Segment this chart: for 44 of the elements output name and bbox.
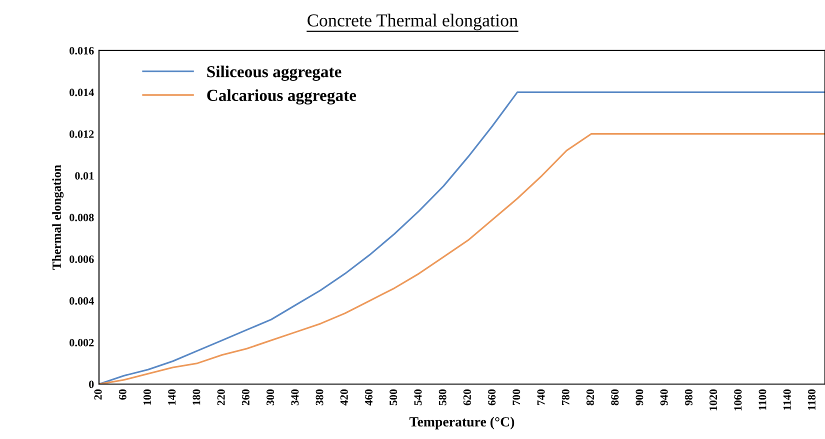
x-tick-label: 780 bbox=[562, 389, 570, 406]
x-tick-label: 1140 bbox=[783, 389, 791, 410]
x-tick-label: 180 bbox=[192, 389, 200, 405]
x-tick-label: 740 bbox=[537, 389, 545, 406]
x-tick-label: 100 bbox=[144, 389, 151, 405]
x-tick-label: 300 bbox=[266, 389, 274, 406]
x-tick-label: 980 bbox=[684, 389, 692, 406]
y-tick-label: 0 bbox=[89, 380, 94, 388]
y-tick-label: 0.016 bbox=[70, 46, 94, 54]
x-tick-label: 60 bbox=[118, 389, 126, 400]
x-tick-label: 860 bbox=[611, 389, 619, 406]
x-tick-label: 900 bbox=[636, 389, 644, 406]
y-tick-label: 0.006 bbox=[70, 255, 94, 264]
x-tick-label: 20 bbox=[94, 389, 102, 400]
y-tick-label: 0.012 bbox=[70, 130, 94, 138]
y-tick-label: 0.01 bbox=[75, 172, 94, 180]
x-tick-label: 940 bbox=[660, 389, 668, 406]
y-tick-label: 0.004 bbox=[70, 297, 94, 305]
x-tick-label: 620 bbox=[463, 389, 471, 406]
y-tick-label: 0.002 bbox=[70, 338, 94, 346]
x-tick-label: 380 bbox=[316, 389, 324, 406]
legend-label: Calcarious aggregate bbox=[207, 89, 356, 105]
y-tick-label: 0.008 bbox=[70, 214, 94, 222]
x-tick-label: 500 bbox=[390, 389, 398, 406]
x-tick-label: 540 bbox=[414, 389, 422, 406]
x-tick-label: 460 bbox=[364, 389, 372, 406]
x-tick-label: 700 bbox=[512, 389, 520, 406]
x-tick-label: 140 bbox=[168, 389, 176, 405]
x-tick-label: 220 bbox=[217, 389, 225, 406]
x-tick-label: 340 bbox=[291, 389, 299, 406]
x-tick-label: 660 bbox=[488, 389, 496, 406]
x-tick-label: 820 bbox=[586, 389, 594, 406]
legend-label: Siliceous aggregate bbox=[207, 66, 342, 81]
x-tick-label: 1180 bbox=[808, 389, 816, 410]
y-tick-label: 0.014 bbox=[70, 88, 94, 96]
x-tick-label: 1020 bbox=[710, 389, 718, 410]
x-tick-label: 580 bbox=[438, 389, 446, 406]
x-tick-label: 1060 bbox=[734, 389, 742, 410]
x-tick-label: 260 bbox=[242, 389, 250, 406]
x-tick-label: 1100 bbox=[758, 389, 766, 410]
chart-title: Concrete Thermal elongation bbox=[308, 14, 518, 30]
x-tick-label: 420 bbox=[340, 389, 348, 406]
x-axis-title: Temperature (°C) bbox=[409, 416, 514, 430]
y-axis-title: Thermal elongation bbox=[52, 164, 64, 270]
